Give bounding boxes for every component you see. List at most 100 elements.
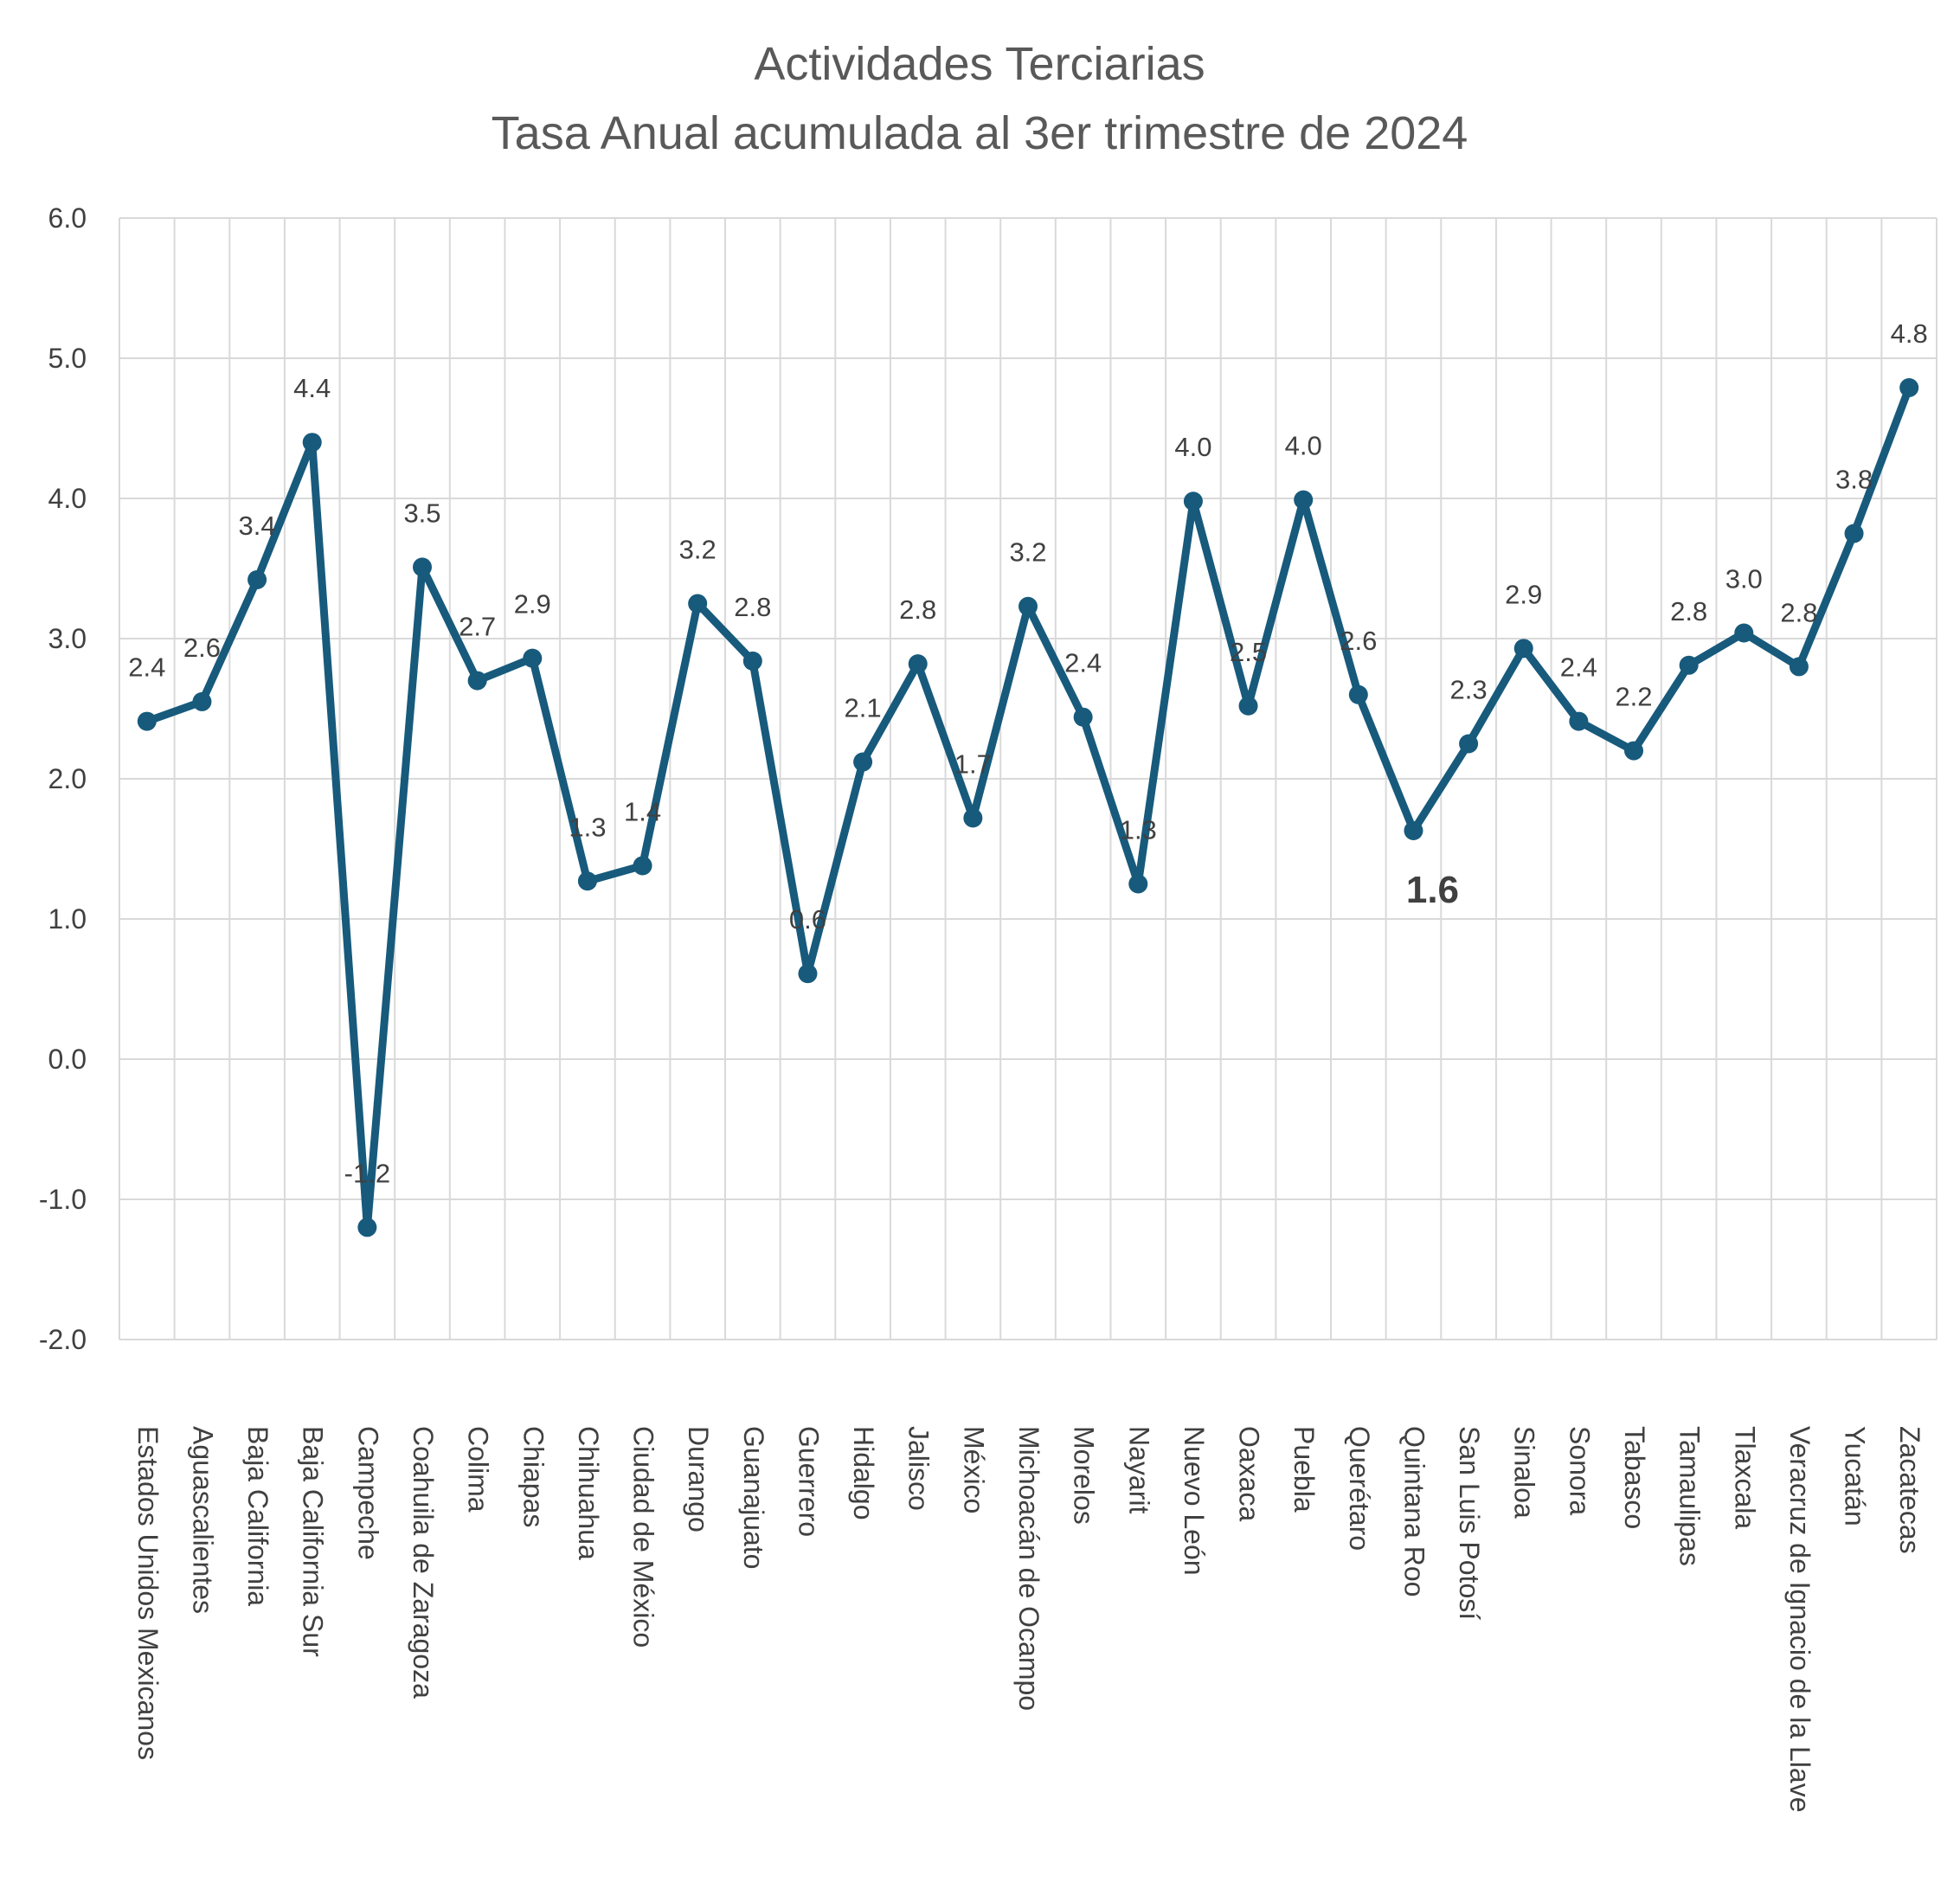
data-label: 3.2 [679,535,717,565]
data-label: 2.5 [1230,637,1267,667]
data-point [908,654,928,674]
x-tick-label: Yucatán [1840,1426,1871,1526]
data-point [1238,696,1258,716]
data-label: 2.8 [1780,597,1817,627]
data-point [577,871,597,891]
x-tick-label: Jalisco [903,1426,935,1511]
data-point [1844,524,1864,543]
data-labels: 2.4 2.6 3.4 4.4 -1.2 3.5 2.7 2.9 1.3 1.4 3.2 2.8 0.6… [128,318,1927,1188]
data-point [963,808,983,828]
data-label: 3.0 [1725,564,1763,594]
x-tick-label: Chihuahua [573,1426,604,1560]
data-point [523,648,543,668]
data-point [1459,734,1479,754]
data-point [742,651,762,671]
x-tick-label: Tlaxcala [1729,1426,1760,1529]
x-tick-label: Oaxaca [1234,1426,1265,1521]
data-point [1569,711,1589,731]
data-label: 2.1 [845,693,882,723]
data-label: 1.4 [624,796,661,826]
x-tick-label: Puebla [1288,1426,1320,1513]
data-point [467,671,487,691]
chart-subtitle: Tasa Anual acumulada al 3er trimestre de… [492,107,1468,159]
chart-title: Actividades Terciarias [754,38,1205,90]
data-point [1679,655,1699,675]
data-label: 3.2 [1009,537,1046,568]
data-label: 3.5 [403,498,440,528]
data-point [633,856,652,876]
data-label: 4.8 [1891,318,1928,349]
y-axis-tick-labels: -2.0 -1.0 0.0 1.0 2.0 3.0 4.0 5.0 6.0 [39,202,87,1355]
x-tick-label: Tamaulipas [1674,1426,1706,1566]
data-label: 3.4 [239,511,276,541]
x-tick-label: Aguascalientes [187,1426,218,1614]
data-points [137,378,1919,1237]
x-tick-label: Nayarit [1123,1426,1154,1513]
data-label: 2.6 [183,633,221,663]
x-tick-label: Baja California [242,1426,273,1606]
data-point [1899,378,1919,398]
y-tick-label: 1.0 [48,903,87,935]
data-point [798,964,818,984]
x-axis-tick-labels: Estados Unidos Mexicanos Aguascalientes Ba… [132,1426,1925,1813]
data-label: 2.8 [734,592,771,622]
x-tick-label: Guanajuato [738,1426,769,1569]
y-tick-label: -2.0 [39,1324,87,1355]
x-tick-label: Sonora [1564,1426,1595,1515]
x-tick-label: Chiapas [517,1426,549,1527]
data-label: 2.6 [1340,626,1377,656]
data-point [1404,820,1423,840]
data-label: 2.2 [1615,682,1652,712]
x-tick-label: Baja California Sur [298,1426,329,1657]
data-point [1734,623,1754,643]
y-tick-label: 3.0 [48,623,87,654]
x-tick-label: Sinaloa [1509,1426,1540,1519]
y-tick-label: -1.0 [39,1184,87,1215]
data-point [137,711,157,731]
gridlines [119,217,1938,1340]
x-tick-label: Querétaro [1344,1426,1375,1551]
y-tick-label: 5.0 [48,343,87,374]
y-tick-label: 4.0 [48,483,87,514]
data-point [192,691,212,711]
x-tick-label: Morelos [1069,1426,1100,1525]
data-label: 2.4 [128,652,165,683]
data-point [688,594,708,614]
data-label: 0.6 [789,904,826,935]
y-tick-label: 0.0 [48,1044,87,1075]
y-tick-label: 2.0 [48,763,87,794]
data-label: 2.4 [1560,652,1597,683]
data-point [1019,596,1038,616]
x-tick-label: Estados Unidos Mexicanos [132,1426,164,1760]
x-tick-label: Michoacán de Ocampo [1013,1426,1044,1711]
x-tick-label: Ciudad de México [628,1426,659,1648]
data-point [1183,492,1203,511]
data-point [1294,490,1314,510]
data-label: 2.8 [899,594,936,625]
data-label: -1.2 [344,1158,390,1188]
x-tick-label: Campeche [352,1426,383,1560]
y-tick-label: 6.0 [48,202,87,234]
data-label: 2.9 [1505,579,1542,609]
data-label: 2.7 [459,612,496,642]
x-tick-label: Durango [683,1426,714,1532]
x-tick-label: Zacatecas [1894,1426,1925,1554]
x-tick-label: Nuevo León [1179,1426,1210,1576]
data-point [357,1218,377,1237]
data-point [853,752,873,772]
x-tick-label: Colima [463,1426,494,1513]
x-tick-label: San Luis Potosí [1454,1426,1485,1620]
data-label: 4.4 [293,373,331,403]
data-point [247,569,267,589]
x-tick-label: Hidalgo [848,1426,879,1520]
data-point [1348,684,1368,704]
data-label: 4.0 [1285,431,1322,461]
data-point [302,433,322,453]
data-point [1073,707,1093,727]
data-label: 2.8 [1670,596,1707,626]
data-point [1128,874,1148,894]
data-label: 2.3 [1450,675,1488,705]
data-label: 3.8 [1835,465,1873,495]
